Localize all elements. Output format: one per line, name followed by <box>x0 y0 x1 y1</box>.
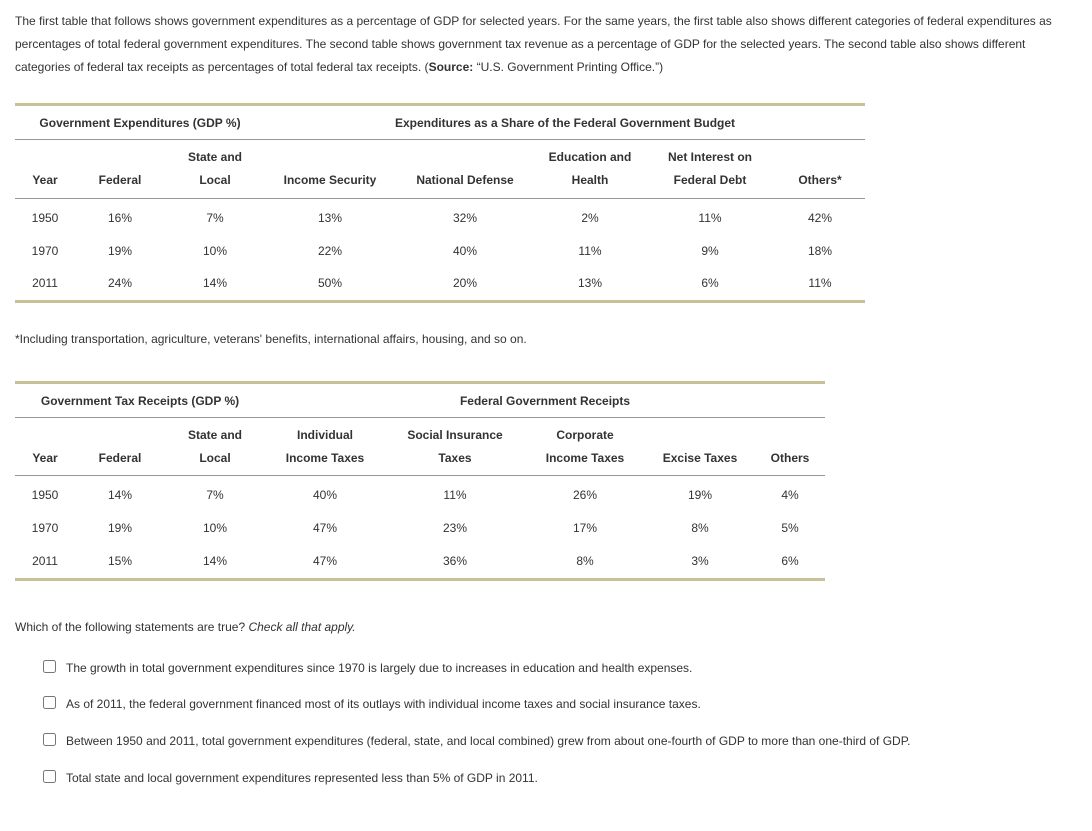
col-social-ins: Social Insurance Taxes <box>385 417 525 476</box>
cell: 23% <box>385 512 525 545</box>
cell: 1970 <box>15 235 75 268</box>
cell: 50% <box>265 267 395 301</box>
group-header-budget-share: Expenditures as a Share of the Federal G… <box>265 105 865 140</box>
col-federal: Federal <box>75 140 165 199</box>
cell: 10% <box>165 512 265 545</box>
cell: 22% <box>265 235 395 268</box>
cell: 26% <box>525 476 645 512</box>
cell: 8% <box>645 512 755 545</box>
cell: 2% <box>535 198 645 234</box>
cell: 13% <box>535 267 645 301</box>
cell: 19% <box>75 512 165 545</box>
cell: 47% <box>265 512 385 545</box>
group-header-fed-receipts: Federal Government Receipts <box>265 382 825 417</box>
cell: 6% <box>645 267 775 301</box>
col-federal: Federal <box>75 417 165 476</box>
col-excise: Excise Taxes <box>645 417 755 476</box>
cell: 1950 <box>15 476 75 512</box>
group-header-gdp-tax: Government Tax Receipts (GDP %) <box>15 382 265 417</box>
col-state-local: State and Local <box>165 140 265 199</box>
cell: 5% <box>755 512 825 545</box>
table-row: 1950 16% 7% 13% 32% 2% 11% 42% <box>15 198 865 234</box>
cell: 18% <box>775 235 865 268</box>
cell: 13% <box>265 198 395 234</box>
cell: 15% <box>75 545 165 579</box>
cell: 36% <box>385 545 525 579</box>
cell: 1970 <box>15 512 75 545</box>
source-citation: “U.S. Government Printing Office.”) <box>473 60 663 74</box>
table-row: 2011 24% 14% 50% 20% 13% 6% 11% <box>15 267 865 301</box>
col-year: Year <box>15 140 75 199</box>
option-checkbox-2[interactable] <box>43 696 56 709</box>
prompt-text: Which of the following statements are tr… <box>15 620 248 634</box>
col-national-defense: National Defense <box>395 140 535 199</box>
cell: 19% <box>645 476 755 512</box>
answer-option[interactable]: The growth in total government expenditu… <box>43 657 1077 680</box>
cell: 7% <box>165 476 265 512</box>
footnote-others: *Including transportation, agriculture, … <box>15 328 1077 351</box>
option-label: The growth in total government expenditu… <box>66 657 692 680</box>
option-label: As of 2011, the federal government finan… <box>66 693 701 716</box>
col-net-interest: Net Interest on Federal Debt <box>645 140 775 199</box>
cell: 17% <box>525 512 645 545</box>
cell: 9% <box>645 235 775 268</box>
cell: 3% <box>645 545 755 579</box>
cell: 16% <box>75 198 165 234</box>
table-row: 1970 19% 10% 22% 40% 11% 9% 18% <box>15 235 865 268</box>
col-state-local: State and Local <box>165 417 265 476</box>
group-header-gdp-exp: Government Expenditures (GDP %) <box>15 105 265 140</box>
cell: 32% <box>395 198 535 234</box>
source-label: Source: <box>429 60 474 74</box>
col-others: Others* <box>775 140 865 199</box>
cell: 8% <box>525 545 645 579</box>
option-label: Total state and local government expendi… <box>66 767 538 790</box>
answer-option[interactable]: As of 2011, the federal government finan… <box>43 693 1077 716</box>
option-checkbox-3[interactable] <box>43 733 56 746</box>
option-checkbox-4[interactable] <box>43 770 56 783</box>
col-corp-income: Corporate Income Taxes <box>525 417 645 476</box>
cell: 42% <box>775 198 865 234</box>
cell: 2011 <box>15 545 75 579</box>
cell: 1950 <box>15 198 75 234</box>
cell: 7% <box>165 198 265 234</box>
col-indiv-income: Individual Income Taxes <box>265 417 385 476</box>
col-income-security: Income Security <box>265 140 395 199</box>
answer-option[interactable]: Between 1950 and 2011, total government … <box>43 730 1077 753</box>
cell: 11% <box>385 476 525 512</box>
cell: 6% <box>755 545 825 579</box>
cell: 11% <box>535 235 645 268</box>
table-row: 2011 15% 14% 47% 36% 8% 3% 6% <box>15 545 825 579</box>
expenditures-table: Government Expenditures (GDP %) Expendit… <box>15 103 865 303</box>
cell: 14% <box>75 476 165 512</box>
cell: 24% <box>75 267 165 301</box>
intro-paragraph: The first table that follows shows gover… <box>15 10 1077 78</box>
cell: 40% <box>395 235 535 268</box>
answer-option[interactable]: Total state and local government expendi… <box>43 767 1077 790</box>
tax-receipts-table: Government Tax Receipts (GDP %) Federal … <box>15 381 825 581</box>
cell: 40% <box>265 476 385 512</box>
col-edu-health: Education and Health <box>535 140 645 199</box>
cell: 10% <box>165 235 265 268</box>
cell: 47% <box>265 545 385 579</box>
table-row: 1950 14% 7% 40% 11% 26% 19% 4% <box>15 476 825 512</box>
cell: 11% <box>775 267 865 301</box>
option-label: Between 1950 and 2011, total government … <box>66 730 911 753</box>
cell: 2011 <box>15 267 75 301</box>
cell: 20% <box>395 267 535 301</box>
prompt-instruction: Check all that apply. <box>248 620 355 634</box>
cell: 14% <box>165 545 265 579</box>
cell: 19% <box>75 235 165 268</box>
cell: 14% <box>165 267 265 301</box>
col-year: Year <box>15 417 75 476</box>
table-row: 1970 19% 10% 47% 23% 17% 8% 5% <box>15 512 825 545</box>
cell: 4% <box>755 476 825 512</box>
option-checkbox-1[interactable] <box>43 660 56 673</box>
col-others: Others <box>755 417 825 476</box>
question-block: Which of the following statements are tr… <box>15 616 1077 790</box>
cell: 11% <box>645 198 775 234</box>
question-prompt: Which of the following statements are tr… <box>15 616 1077 639</box>
